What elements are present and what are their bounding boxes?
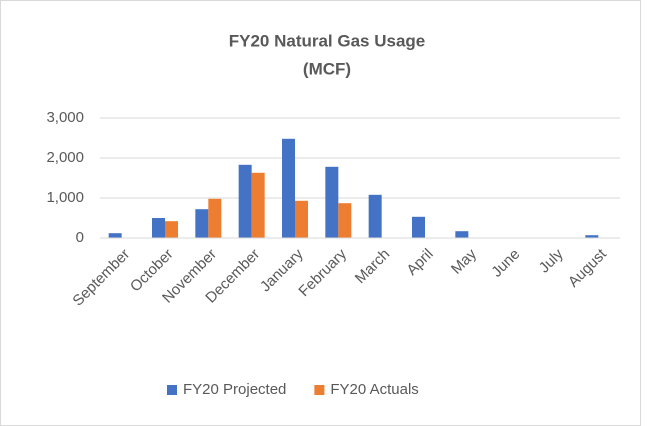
chart-subtitle: (MCF) bbox=[303, 59, 351, 78]
bar bbox=[368, 194, 382, 238]
legend-label: FY20 Actuals bbox=[330, 381, 418, 398]
y-tick-label: 0 bbox=[76, 229, 84, 246]
legend-swatch bbox=[314, 385, 325, 395]
bar bbox=[325, 166, 339, 238]
y-tick-label: 3,000 bbox=[46, 109, 84, 126]
y-tick-label: 1,000 bbox=[46, 189, 84, 206]
bar bbox=[195, 209, 209, 238]
bar bbox=[295, 200, 308, 238]
bar bbox=[585, 235, 599, 238]
bar bbox=[238, 164, 252, 238]
bar bbox=[165, 221, 178, 238]
bar bbox=[282, 138, 295, 238]
bar bbox=[412, 216, 425, 238]
bar bbox=[108, 233, 122, 238]
bar bbox=[251, 172, 265, 238]
bar bbox=[208, 198, 222, 238]
chart-title: FY20 Natural Gas Usage bbox=[229, 31, 426, 50]
legend-swatch bbox=[167, 385, 177, 395]
bar bbox=[152, 218, 165, 238]
y-tick-label: 2,000 bbox=[46, 149, 84, 166]
chart-border bbox=[0, 0, 641, 426]
bar bbox=[338, 203, 352, 238]
legend-label: FY20 Projected bbox=[183, 381, 286, 398]
bar bbox=[455, 231, 469, 238]
